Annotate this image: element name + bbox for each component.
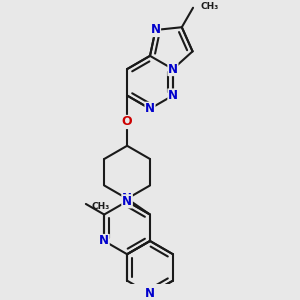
Text: N: N bbox=[145, 287, 155, 300]
Text: CH₃: CH₃ bbox=[91, 202, 110, 211]
Text: N: N bbox=[122, 192, 132, 205]
Text: N: N bbox=[145, 102, 155, 115]
Text: N: N bbox=[151, 23, 160, 37]
Text: O: O bbox=[122, 116, 132, 128]
Text: N: N bbox=[168, 63, 178, 76]
Text: CH₃: CH₃ bbox=[201, 2, 219, 11]
Text: N: N bbox=[168, 89, 178, 102]
Text: N: N bbox=[122, 195, 132, 208]
Text: N: N bbox=[99, 235, 109, 248]
